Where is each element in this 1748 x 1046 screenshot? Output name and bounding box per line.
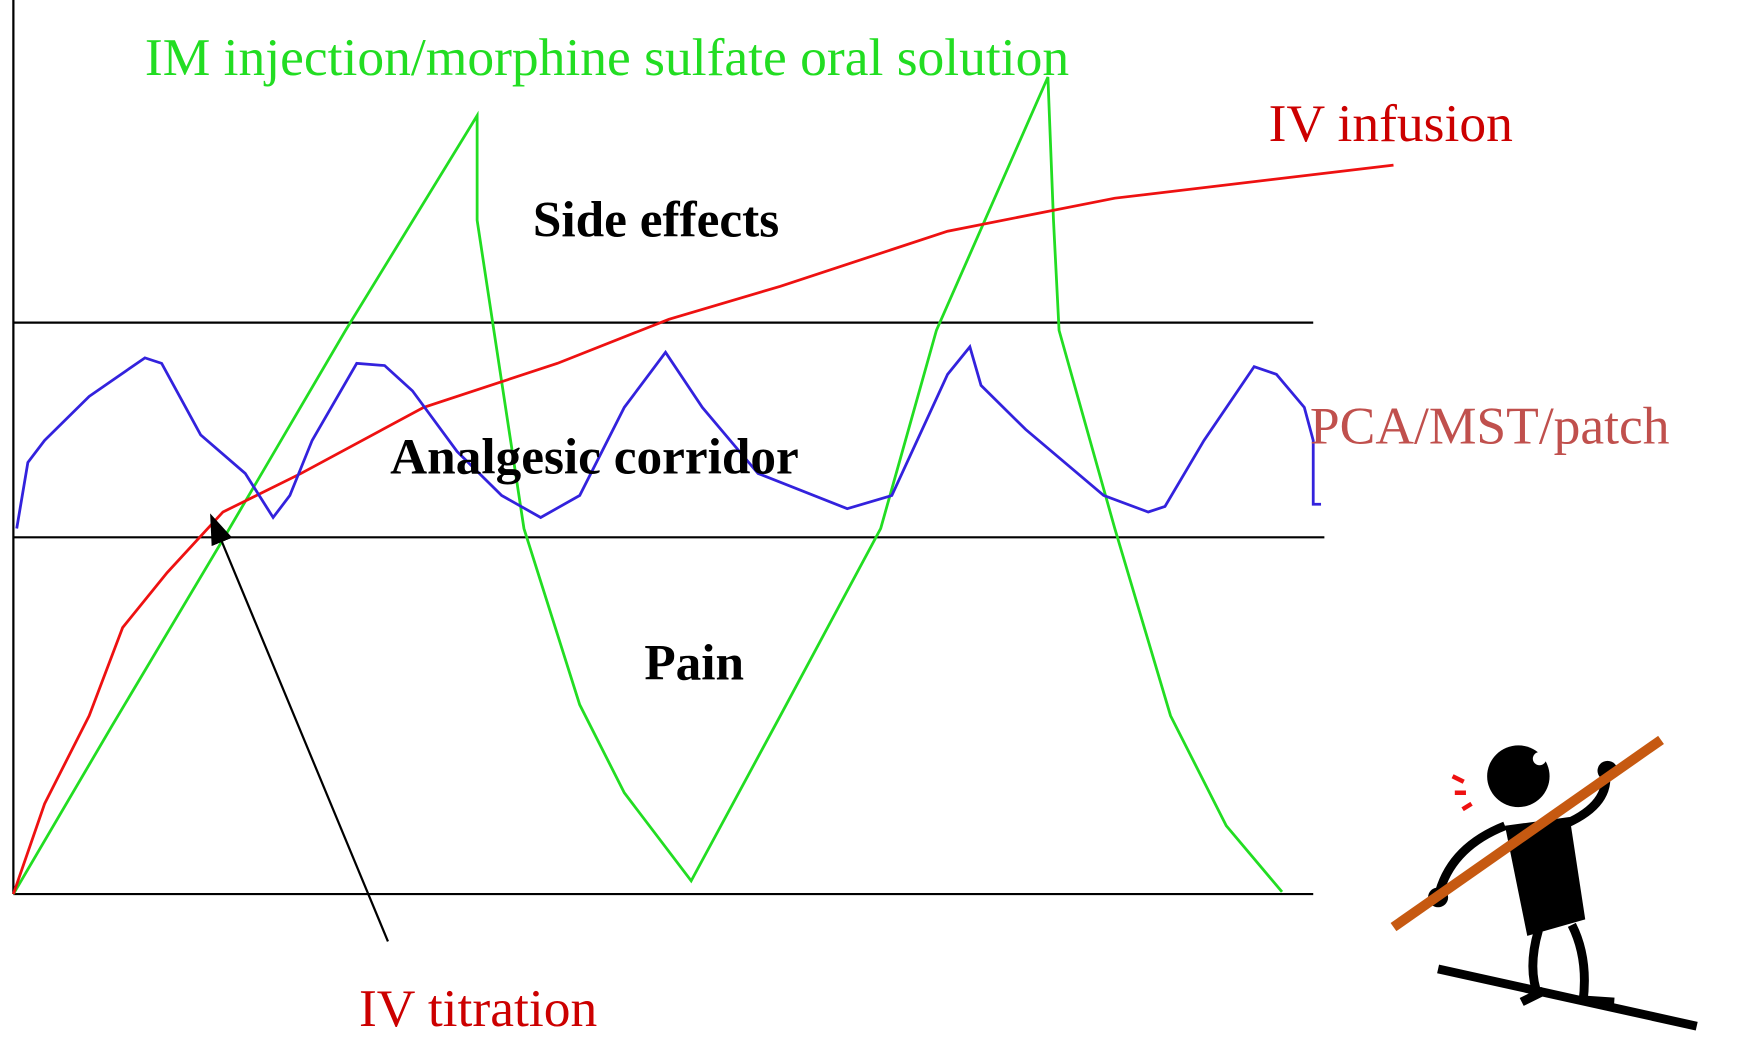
page: IM injection/morphine sulfate oral solut… [0, 0, 1748, 1046]
side-effects-label: Side effects [533, 193, 779, 249]
titration-arrow [212, 517, 388, 941]
diagram: IM injection/morphine sulfate oral solut… [0, 0, 1748, 1046]
tightrope-walker [1393, 740, 1696, 1026]
im-label: IM injection/morphine sulfate oral solut… [145, 28, 1069, 87]
iv-infusion-curve [13, 165, 1393, 894]
pca-label: PCA/MST/patch [1310, 397, 1670, 456]
pain-label: Pain [644, 636, 744, 692]
iv-infusion-label: IV infusion [1269, 94, 1513, 153]
iv-titration-label: IV titration [359, 979, 597, 1038]
corridor-label: Analgesic corridor [390, 430, 799, 486]
